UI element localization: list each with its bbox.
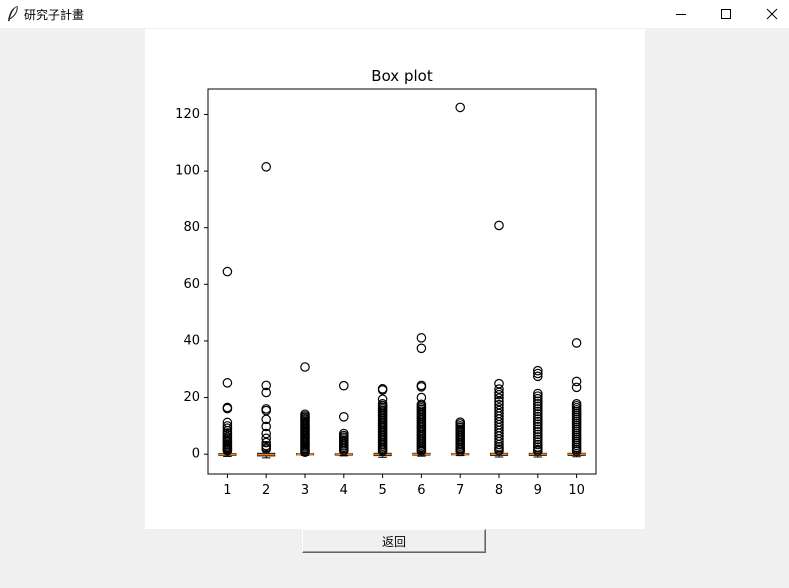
back-button[interactable]: 返回: [302, 529, 486, 553]
chart-title: Box plot: [371, 67, 433, 85]
outlier-point: [532, 411, 543, 422]
outlier-point: [261, 437, 271, 448]
outlier-point: [532, 409, 543, 419]
close-button[interactable]: [749, 0, 789, 28]
y-tick-label: 40: [183, 333, 200, 348]
outlier-point: [377, 446, 388, 456]
outlier-point: [494, 393, 504, 403]
outlier-point: [494, 384, 504, 394]
outlier-point: [261, 444, 271, 454]
outlier-point: [532, 401, 543, 412]
outlier-point: [532, 414, 543, 424]
outlier-point: [532, 416, 543, 427]
outlier-point: [261, 162, 271, 172]
title-bar: 研究子計畫: [0, 0, 789, 28]
outlier-point: [222, 423, 233, 433]
x-tick-label: 8: [495, 483, 503, 498]
window-title: 研究子計畫: [24, 8, 85, 22]
outlier-point: [300, 447, 310, 458]
outlier-point: [222, 266, 233, 277]
axes-frame: [207, 88, 597, 475]
x-tick-label: 2: [262, 483, 270, 498]
y-tick-label: 0: [192, 447, 200, 462]
outlier-point: [222, 445, 233, 456]
outlier-point: [532, 393, 543, 404]
outlier-point: [416, 382, 427, 392]
outlier-point: [532, 427, 543, 437]
x-tick-label: 5: [378, 483, 386, 498]
x-tick-label: 9: [534, 483, 542, 498]
maximize-icon: [721, 9, 731, 19]
outlier-point: [455, 102, 465, 113]
outlier-point: [494, 220, 504, 231]
outlier-point: [532, 437, 543, 447]
minimize-button[interactable]: [658, 0, 704, 28]
x-tick-label: 1: [223, 483, 231, 498]
x-tick-label: 4: [340, 483, 348, 498]
outlier-point: [532, 371, 543, 382]
outlier-point: [532, 421, 543, 432]
outlier-point: [222, 403, 233, 414]
outlier-point: [494, 389, 504, 400]
x-tick-label: 3: [301, 483, 309, 498]
outlier-point: [339, 445, 349, 456]
outlier-point: [532, 391, 543, 401]
y-tick-label: 100: [175, 164, 200, 179]
outlier-point: [571, 376, 582, 387]
outlier-point: [532, 429, 543, 440]
outlier-point: [377, 385, 388, 395]
y-tick-label: 80: [183, 220, 200, 235]
outlier-point: [261, 414, 271, 425]
box-plot-chart: Box plot 0 20 40 60 80 100 120 1 2 3 4 5 6 7 8 9 10: [175, 67, 597, 498]
outlier-point: [532, 439, 543, 450]
outlier-point: [532, 406, 543, 417]
y-tick-label: 60: [183, 277, 200, 292]
outlier-point: [571, 338, 582, 348]
outlier-point: [532, 446, 543, 456]
outlier-point: [416, 333, 427, 343]
outlier-point: [300, 362, 310, 372]
x-tick-label: 6: [417, 483, 425, 498]
outlier-point: [532, 419, 543, 429]
outlier-point: [222, 378, 233, 388]
outlier-point: [261, 387, 271, 398]
outlier-point: [494, 396, 504, 407]
outlier-point: [416, 343, 427, 354]
outlier-point: [532, 434, 543, 445]
outlier-point: [571, 446, 582, 456]
outlier-point: [532, 404, 543, 414]
close-icon: [766, 8, 778, 20]
outlier-point: [261, 433, 271, 444]
minimize-icon: [676, 14, 686, 15]
outlier-point: [571, 382, 582, 393]
feather-icon: [8, 5, 18, 22]
outlier-point: [532, 396, 543, 407]
x-tick-label: 10: [568, 483, 585, 498]
figure-canvas: Box plot 0 20 40 60 80 100 120 1 2 3 4 5 6 7 8 9 10: [145, 29, 645, 529]
outlier-point: [261, 421, 271, 432]
outlier-point: [532, 368, 543, 379]
maximize-button[interactable]: [703, 0, 749, 28]
outlier-point: [339, 412, 349, 422]
outlier-point: [339, 380, 349, 391]
outlier-point: [494, 436, 504, 447]
outlier-point: [532, 365, 543, 376]
outlier-point: [532, 388, 543, 399]
outlier-point: [416, 446, 427, 456]
outlier-point: [532, 398, 543, 409]
y-tick-label: 20: [183, 390, 200, 405]
y-tick-label: 120: [175, 107, 200, 122]
outlier-point: [532, 432, 543, 442]
outlier-point: [261, 428, 271, 439]
outlier-point: [455, 446, 465, 457]
outlier-point: [532, 424, 543, 435]
outlier-point: [494, 445, 504, 456]
outlier-point: [261, 380, 271, 391]
x-tick-label: 7: [456, 483, 464, 498]
